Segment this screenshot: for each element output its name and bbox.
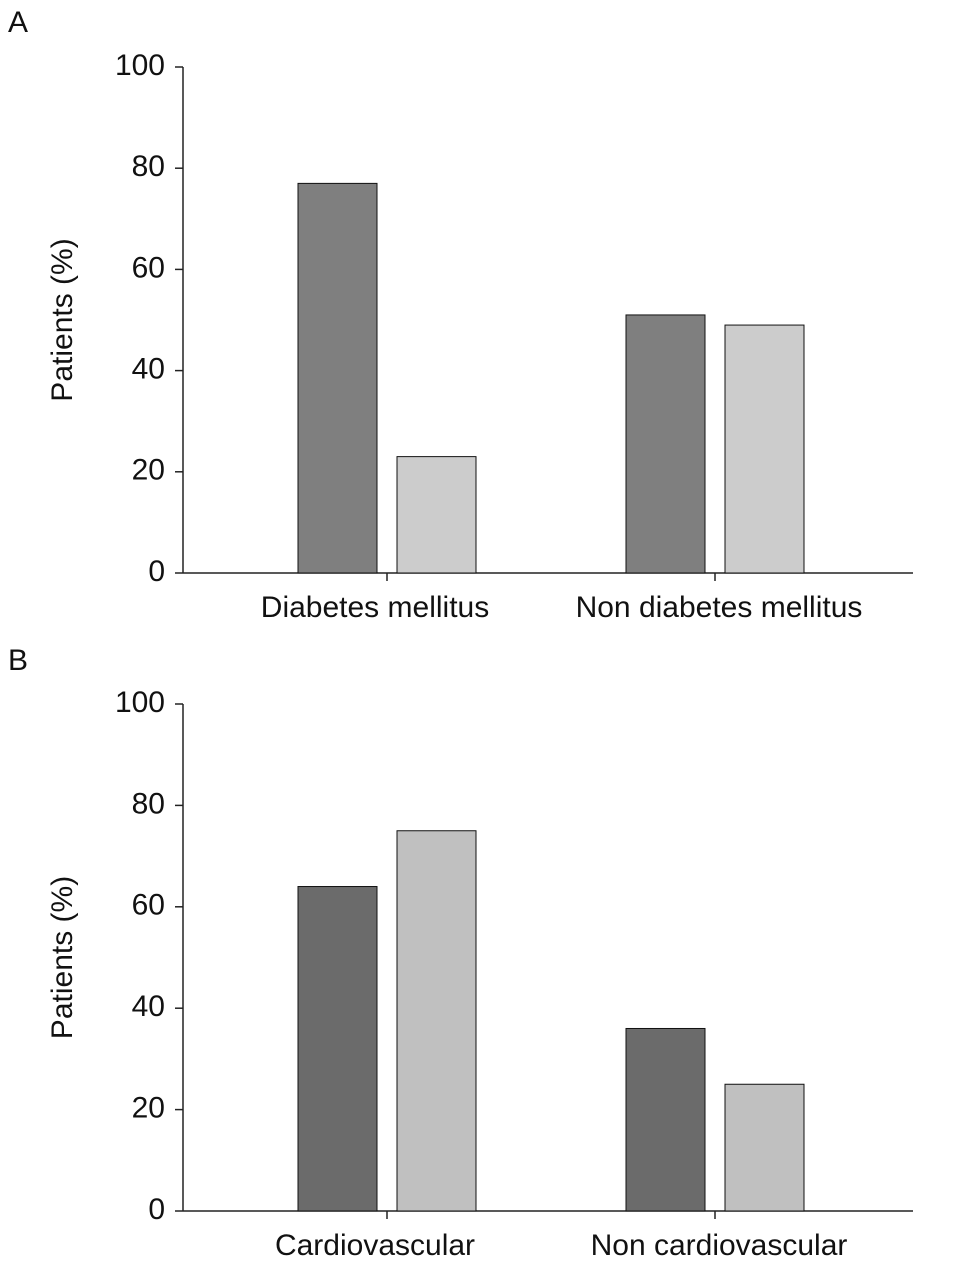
y-tick-label: 80	[132, 150, 165, 183]
bar	[297, 886, 378, 1212]
bar	[724, 1083, 805, 1212]
bar	[625, 314, 706, 574]
x-tick-label: Diabetes mellitus	[261, 591, 489, 624]
x-tick-label: Non diabetes mellitus	[576, 591, 863, 624]
y-tick-label: 100	[115, 686, 165, 719]
y-tick-label: 20	[132, 1092, 165, 1125]
bar	[396, 456, 477, 574]
bar	[297, 182, 378, 574]
y-tick-label: 0	[148, 555, 165, 588]
y-tick-label: 40	[132, 353, 165, 386]
y-tick-label: 100	[115, 49, 165, 82]
y-tick-label: 40	[132, 990, 165, 1023]
x-tick-label: Cardiovascular	[275, 1229, 475, 1262]
bar	[724, 324, 805, 574]
y-tick-label: 80	[132, 787, 165, 820]
panel-label: A	[8, 6, 28, 39]
bar	[396, 830, 477, 1212]
y-tick-label: 60	[132, 251, 165, 284]
y-axis-label: Patients (%)	[46, 238, 79, 401]
y-tick-label: 20	[132, 454, 165, 487]
bar	[625, 1027, 706, 1212]
y-tick-label: 0	[148, 1193, 165, 1226]
x-tick-label: Non cardiovascular	[591, 1229, 848, 1262]
panel-label: B	[8, 644, 28, 677]
y-tick-label: 60	[132, 889, 165, 922]
y-axis-label: Patients (%)	[46, 876, 79, 1039]
